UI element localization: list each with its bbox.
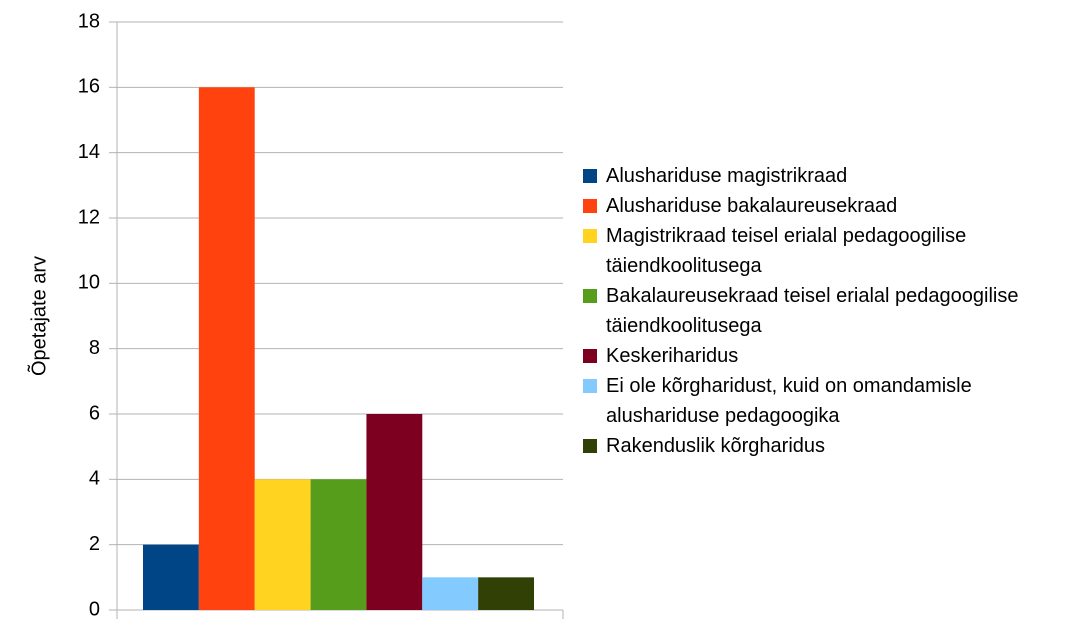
y-tick-label: 18 (78, 10, 100, 32)
legend-item: Alushariduse bakalaureusekraad (583, 191, 1067, 221)
legend-swatch (583, 199, 597, 213)
bar (254, 479, 311, 610)
legend-swatch (583, 229, 597, 243)
y-tick-label: 0 (89, 598, 100, 619)
legend-label: Ei ole kõrgharidust, kuid on omandamisle… (606, 375, 972, 427)
legend-swatch (583, 439, 597, 453)
legend-swatch (583, 169, 597, 183)
bar (422, 577, 479, 610)
bar (310, 479, 367, 610)
legend-label: Rakenduslik kõrgharidus (606, 435, 826, 457)
legend-label: Magistrikraad teisel erialal pedagoogili… (606, 225, 967, 277)
bar (143, 544, 199, 610)
y-tick-label: 8 (89, 337, 100, 359)
legend-item: Bakalaureusekraad teisel erialal pedagoo… (583, 281, 1067, 341)
y-tick-label: 10 (78, 272, 100, 294)
legend: Alushariduse magistrikraad Alushariduse b… (583, 161, 1067, 461)
legend-swatch (583, 289, 597, 303)
legend-item: Alushariduse magistrikraad (583, 161, 1067, 191)
legend-label: Alushariduse magistrikraad (606, 165, 848, 187)
y-tick-label: 2 (89, 533, 100, 555)
legend-label: Alushariduse bakalaureusekraad (606, 195, 898, 217)
legend-swatch (583, 349, 597, 363)
bar (198, 87, 255, 611)
legend-item: Ei ole kõrgharidust, kuid on omandamisle… (583, 371, 1067, 431)
y-tick-label: 6 (89, 402, 100, 424)
y-tick-label: 4 (89, 468, 100, 490)
y-tick-label: 14 (78, 141, 100, 163)
y-tick-label: 12 (78, 206, 100, 228)
y-tick-label: 16 (78, 76, 100, 98)
y-axis-label: Õpetajate arv (26, 256, 50, 376)
legend-item: Keskeriharidus (583, 341, 1067, 371)
legend-item: Magistrikraad teisel erialal pedagoogili… (583, 221, 1067, 281)
legend-item: Rakenduslik kõrgharidus (583, 431, 1067, 461)
bar (366, 414, 423, 610)
legend-swatch (583, 379, 597, 393)
bar (478, 577, 535, 610)
legend-label: Keskeriharidus (606, 345, 739, 367)
legend-label: Bakalaureusekraad teisel erialal pedagoo… (606, 285, 1019, 337)
